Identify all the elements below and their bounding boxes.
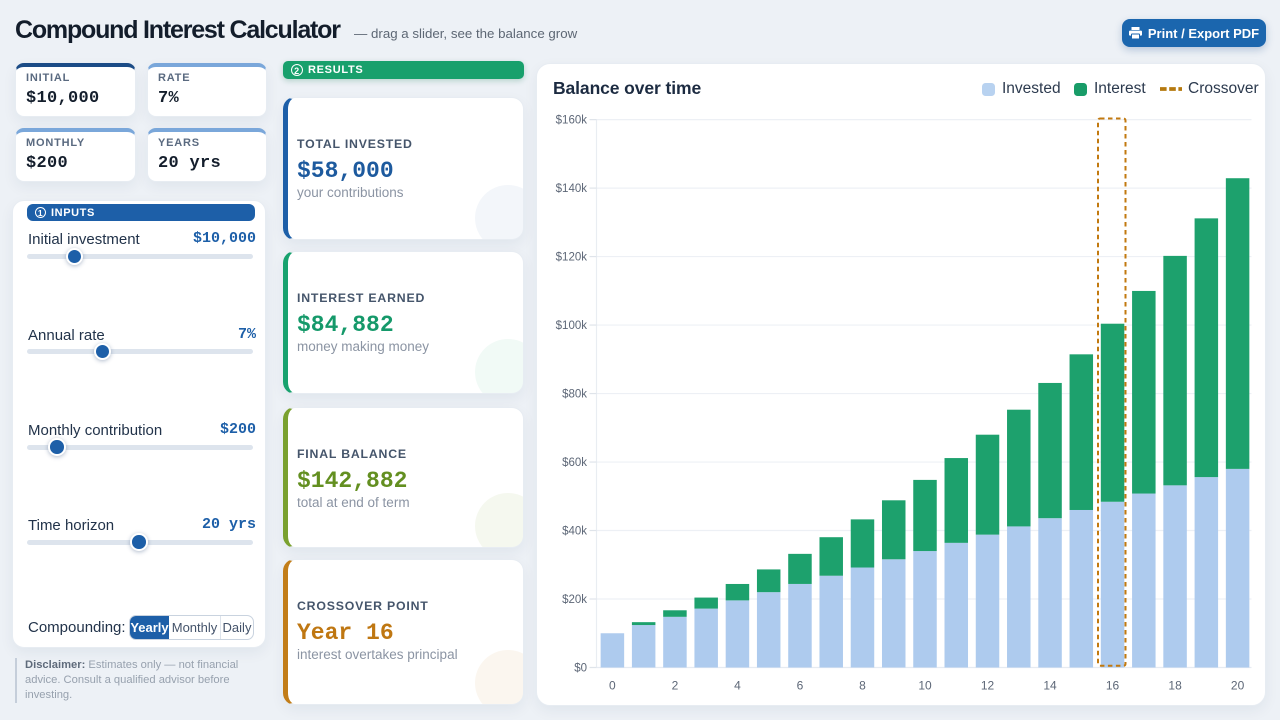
svg-text:$20k: $20k [562,594,587,606]
svg-text:18: 18 [1168,679,1182,693]
svg-text:$80k: $80k [562,389,587,401]
svg-text:12: 12 [981,679,995,693]
svg-text:10: 10 [918,679,932,693]
svg-text:20: 20 [1231,679,1245,693]
svg-text:$140k: $140k [556,183,588,195]
svg-text:$120k: $120k [556,252,588,264]
svg-text:$60k: $60k [562,457,587,469]
svg-text:16: 16 [1106,679,1120,693]
svg-text:4: 4 [734,679,741,693]
svg-text:$100k: $100k [556,320,588,332]
svg-text:$40k: $40k [562,526,587,538]
svg-text:2: 2 [672,679,679,693]
svg-text:6: 6 [797,679,804,693]
svg-text:$160k: $160k [556,115,588,127]
svg-text:$0: $0 [574,663,587,675]
svg-text:8: 8 [859,679,866,693]
svg-text:0: 0 [609,679,616,693]
svg-text:14: 14 [1043,679,1057,693]
